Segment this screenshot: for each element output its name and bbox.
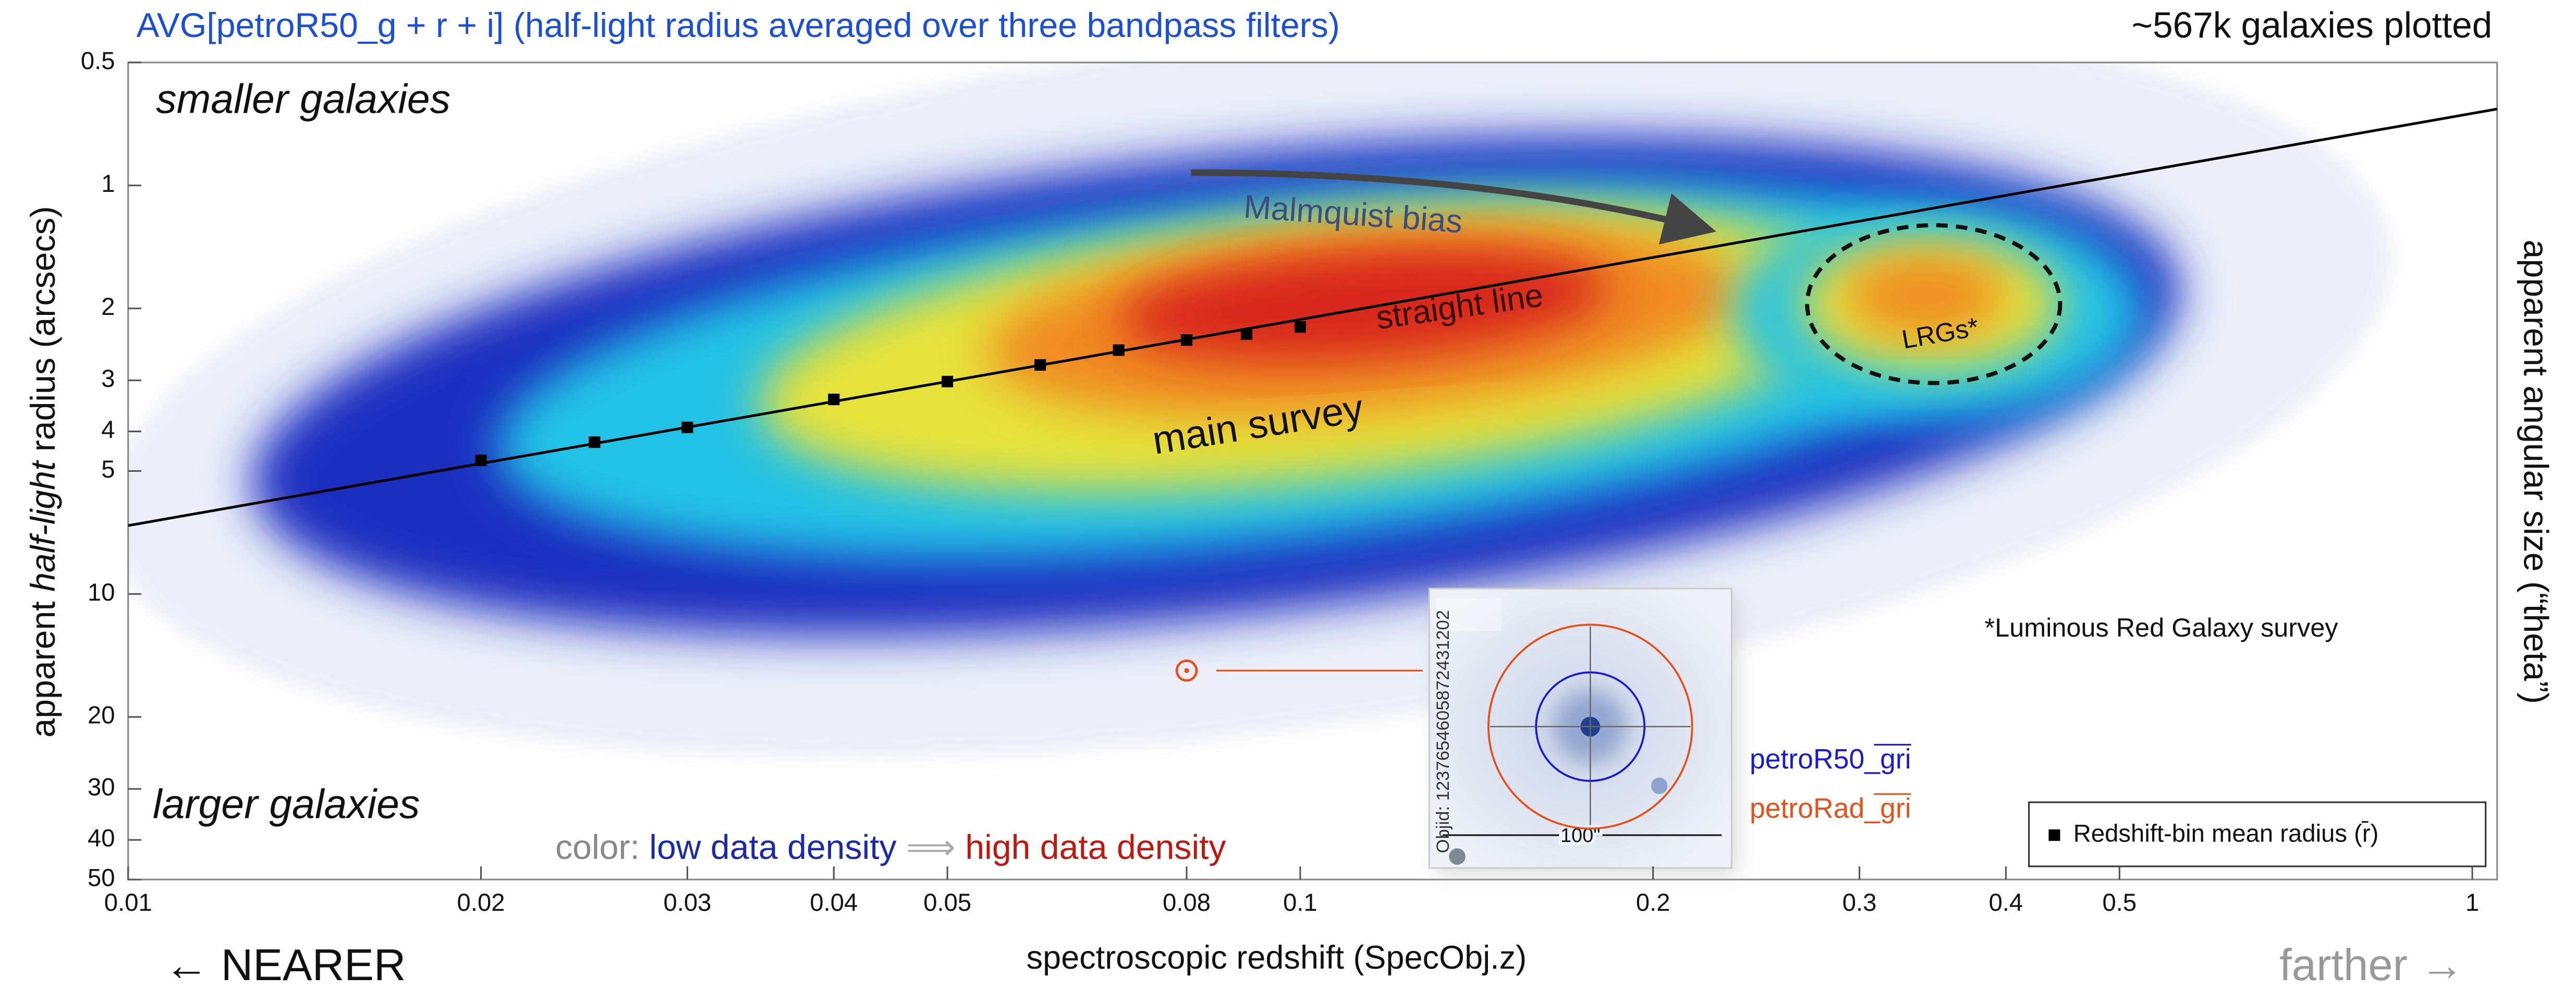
y-tick-label: 5 [101, 456, 115, 483]
x-right-label: farther → [2279, 941, 2464, 986]
annotation: *Luminous Red Galaxy survey [1985, 613, 2339, 642]
highlighted-galaxy [1175, 659, 1198, 682]
x-tick-label: 0.3 [1842, 889, 1877, 917]
x-tick-label: 0.03 [663, 889, 711, 917]
x-tick-label: 0.4 [1989, 889, 2023, 917]
y-tick-label: 4 [101, 416, 115, 444]
x-tick-label: 0.08 [1163, 889, 1211, 917]
y-label-part: apparent [25, 592, 63, 738]
mean-point [589, 436, 601, 448]
y2-axis-label: apparent angular size (“theta”) [2517, 240, 2555, 704]
color-note-part: high data density [965, 828, 1226, 867]
y-axis-label: apparent half-light radius (arcsecs) [25, 206, 63, 737]
color-note-part: color: [555, 828, 649, 867]
annotation: smaller galaxies [156, 76, 450, 121]
mean-point [1113, 344, 1125, 356]
color-note-part: low data density [649, 828, 896, 867]
fit-line [128, 107, 2497, 527]
mean-point [475, 455, 487, 467]
objid: Objid: 1237654605872431202 [1433, 610, 1453, 853]
legend-label: Redshift-bin mean radius (r̄) [2073, 820, 2379, 847]
petror50-ring [1535, 671, 1646, 782]
y-tick-label: 10 [88, 579, 115, 606]
mean-point [1241, 328, 1253, 340]
y-tick-label: 0.5 [81, 47, 115, 75]
x-tick-label: 0.01 [104, 889, 152, 917]
y-tick-label: 1 [101, 170, 115, 198]
highlighted-galaxy-dot [1184, 668, 1189, 673]
petrorad-ring [1487, 624, 1693, 830]
mean-point [1294, 321, 1306, 333]
note: ~567k galaxies plotted [2132, 5, 2493, 45]
lrg-ring [1805, 223, 2062, 385]
x-tick-label: 0.1 [1283, 889, 1317, 917]
x-tick-label: 0.5 [2102, 889, 2137, 917]
mean-point [1181, 334, 1193, 346]
x-tick-label: 0.02 [457, 889, 505, 917]
radius-label: petroR50_gri [1750, 743, 1911, 775]
legend-swatch [2048, 829, 2060, 841]
density-cloud [128, 62, 2391, 757]
color-note: color: low data density ⟹ high data dens… [555, 828, 1226, 867]
legend-box [2028, 801, 2487, 868]
y-tick-label: 20 [88, 702, 115, 729]
y-tick-label: 3 [101, 365, 115, 393]
x-left-label: ← NEARER [164, 941, 406, 986]
x-tick-label: 1 [2465, 889, 2479, 917]
color-note-part: ⟹ [897, 828, 966, 867]
y-tick-label: 2 [101, 293, 115, 321]
y-tick-label: 50 [88, 864, 115, 892]
y-label-part: radius (arcsecs) [25, 206, 63, 461]
mean-point [681, 421, 693, 433]
bias-arrow [1191, 169, 1716, 245]
mean-point [828, 394, 840, 406]
mean-point [1034, 359, 1046, 371]
x-axis-label: spectroscopic redshift (SpecObj.z) [1027, 939, 1527, 976]
y-tick-label: 30 [88, 774, 115, 801]
radius-label: petroRad_gri [1750, 793, 1911, 824]
y-label-part: half-light [25, 460, 63, 592]
x-tick-label: 0.04 [810, 889, 858, 917]
x-tick-label: 0.05 [923, 889, 971, 917]
x-tick-label: 0.2 [1636, 889, 1670, 917]
chart-title: AVG[petroR50_g + r + i] (half-light radi… [137, 6, 1340, 45]
annotation: larger galaxies [153, 781, 420, 827]
mean-point [942, 375, 954, 387]
y-tick-label: 40 [88, 825, 115, 852]
